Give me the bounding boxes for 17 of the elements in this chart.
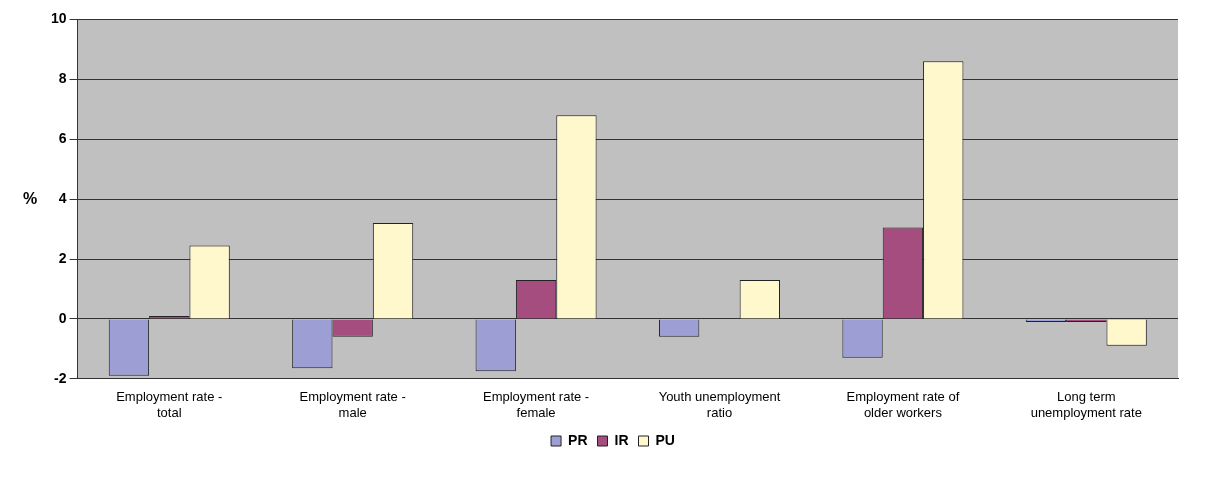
x-tick-label: Long term unemployment rate (1030, 389, 1142, 420)
legend-label: IR (614, 431, 629, 448)
x-tick-label: Employment rate - female (482, 389, 590, 420)
y-tick-label: 0 (58, 309, 67, 326)
y-tick-label: 8 (58, 70, 67, 87)
legend-label: PR (568, 431, 588, 448)
y-tick-label: 6 (58, 130, 67, 147)
y-tick-label: 2 (58, 249, 67, 266)
x-tick-label: Youth unemployment ratio (658, 389, 781, 420)
y-axis-title: % (22, 189, 38, 207)
y-tick-label: 10 (50, 10, 67, 27)
y-tick-label: -2 (54, 369, 67, 386)
x-tick-label: Employment rate - male (299, 389, 406, 420)
legend-label: PU (655, 431, 675, 448)
x-tick-label: Employment rate of older workers (846, 389, 960, 420)
x-tick-label: Employment rate - total (116, 389, 223, 420)
y-tick-label: 4 (58, 189, 67, 206)
